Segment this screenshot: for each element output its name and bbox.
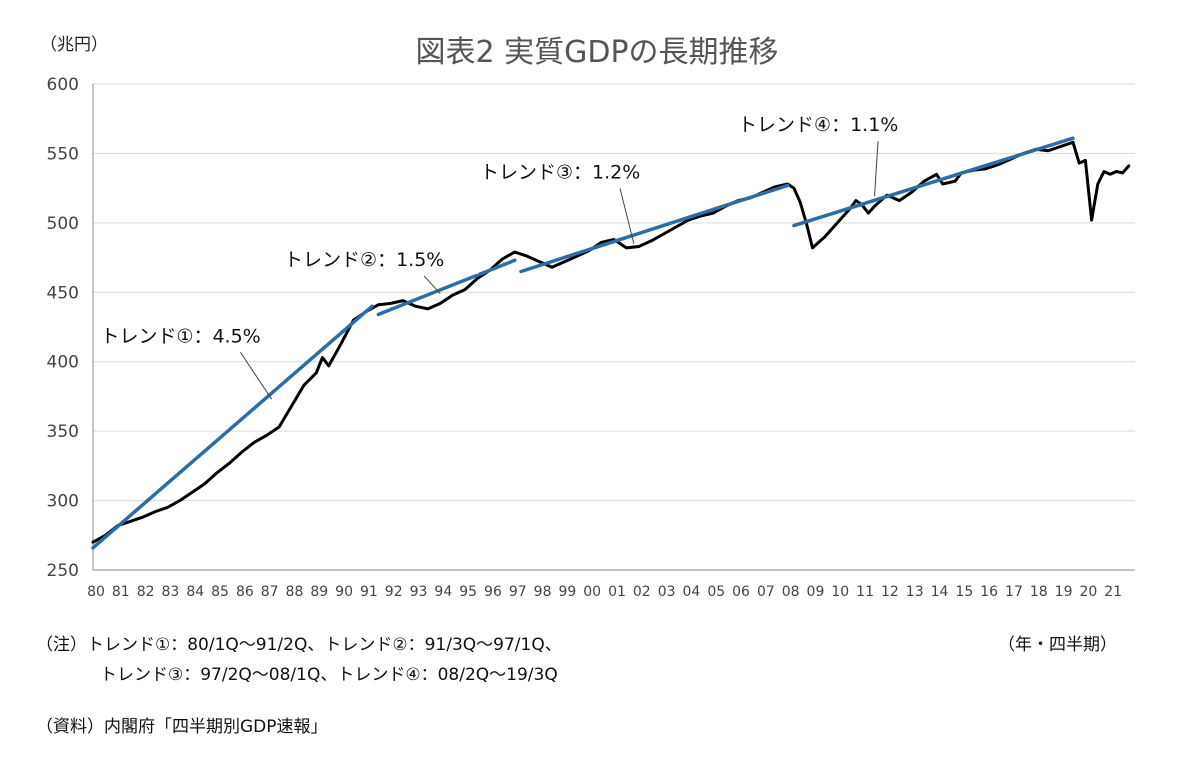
- y-tick-label: 400: [47, 353, 79, 373]
- x-tick-label: 97: [509, 584, 527, 600]
- x-tick-label: 96: [484, 584, 502, 600]
- x-tick-labels: 80 81 82 83 84 85 86 87 88 89 90 91 92 93 94 95 96 97 98 99…: [87, 584, 1122, 600]
- series-lines: [91, 136, 1131, 550]
- trend-line-3: [519, 183, 790, 274]
- annotation-label-3: トレンド③：1.2%: [480, 161, 640, 183]
- gdp-series-line: [91, 140, 1131, 544]
- x-tick-label: 99: [558, 584, 576, 600]
- x-tick-label: 18: [1030, 584, 1048, 600]
- y-tick-label: 500: [47, 214, 79, 234]
- x-tick-label: 14: [931, 584, 949, 600]
- x-tick-label: 13: [906, 584, 924, 600]
- x-axis-label: （年・四半期）: [998, 635, 1117, 655]
- x-tick-label: 87: [261, 584, 279, 600]
- y-tick-label: 350: [47, 422, 79, 442]
- y-tick-labels: 250 300 350 400 450 500 550 600: [47, 75, 79, 581]
- x-tick-label: 17: [1005, 584, 1023, 600]
- annotation-bg-3: [474, 156, 675, 187]
- x-tick-label: 94: [434, 584, 452, 600]
- x-tick-label: 81: [112, 584, 130, 600]
- x-tick-label: 03: [658, 584, 676, 600]
- x-tick-label: 80: [87, 584, 105, 600]
- x-tick-label: 93: [410, 584, 428, 600]
- annotation-leader-3: [619, 188, 635, 244]
- x-tick-label: 95: [459, 584, 477, 600]
- y-tick-label: 300: [47, 492, 79, 512]
- x-tick-label: 12: [881, 584, 899, 600]
- x-tick-label: 84: [186, 584, 204, 600]
- y-axis-label: （兆円）: [40, 35, 108, 55]
- trend-line-2: [376, 258, 517, 317]
- source-note: （資料）内閣府「四半期別GDP速報」: [36, 717, 328, 737]
- x-tick-label: 15: [955, 584, 973, 600]
- annotation-leader-4: [874, 141, 879, 197]
- x-tick-label: 98: [534, 584, 552, 600]
- x-tick-label: 01: [608, 584, 626, 600]
- annotation-leader-2: [423, 275, 441, 295]
- x-tick-label: 82: [137, 584, 155, 600]
- x-tick-label: 91: [360, 584, 378, 600]
- x-tick-label: 05: [707, 584, 725, 600]
- trend-line-1: [91, 304, 374, 550]
- x-tick-label: 08: [782, 584, 800, 600]
- x-tick-label: 85: [211, 584, 229, 600]
- grid-lines: [93, 83, 1135, 502]
- annotation-leader-1: [240, 351, 273, 400]
- annotation-bg-4: [732, 109, 933, 140]
- trend-line-4: [792, 136, 1075, 228]
- annotations: トレンド①：4.5% トレンド②：1.5% トレンド③：1.2% トレンド④：1.1%: [94, 109, 933, 400]
- annotation-label-1: トレンド①：4.5%: [100, 325, 260, 347]
- y-tick-label: 550: [47, 144, 79, 164]
- x-tick-label: 06: [732, 584, 750, 600]
- annotation-bg-1: [94, 320, 295, 351]
- x-tick-label: 92: [385, 584, 403, 600]
- x-tick-label: 11: [856, 584, 874, 600]
- x-tick-label: 86: [236, 584, 254, 600]
- x-tick-label: 00: [583, 584, 601, 600]
- x-tick-label: 89: [310, 584, 328, 600]
- chart-title: 図表2 実質GDPの長期推移: [415, 35, 778, 70]
- x-tick-label: 88: [286, 584, 304, 600]
- x-tick-label: 09: [807, 584, 825, 600]
- x-tick-label: 07: [757, 584, 775, 600]
- x-tick-label: 16: [980, 584, 998, 600]
- y-tick-label: 450: [47, 283, 79, 303]
- x-tick-label: 20: [1079, 584, 1097, 600]
- x-tick-label: 10: [831, 584, 849, 600]
- axes: [92, 84, 1135, 571]
- x-tick-label: 83: [162, 584, 180, 600]
- annotation-label-4: トレンド④：1.1%: [738, 114, 898, 136]
- x-tick-label: 19: [1055, 584, 1073, 600]
- note-line-2: トレンド③：97/2Q～08/1Q、トレンド④：08/2Q～19/3Q: [100, 665, 558, 685]
- y-tick-label: 250: [47, 561, 79, 581]
- y-tick-label: 600: [47, 75, 79, 95]
- x-tick-label: 21: [1104, 584, 1122, 600]
- annotation-label-2: トレンド②：1.5%: [284, 249, 444, 271]
- note-line-1: （注）トレンド①：80/1Q～91/2Q、トレンド②：91/3Q～97/1Q、: [36, 635, 562, 655]
- annotation-bg-2: [278, 243, 479, 274]
- x-tick-label: 90: [335, 584, 353, 600]
- x-tick-label: 04: [683, 584, 701, 600]
- x-tick-label: 02: [633, 584, 651, 600]
